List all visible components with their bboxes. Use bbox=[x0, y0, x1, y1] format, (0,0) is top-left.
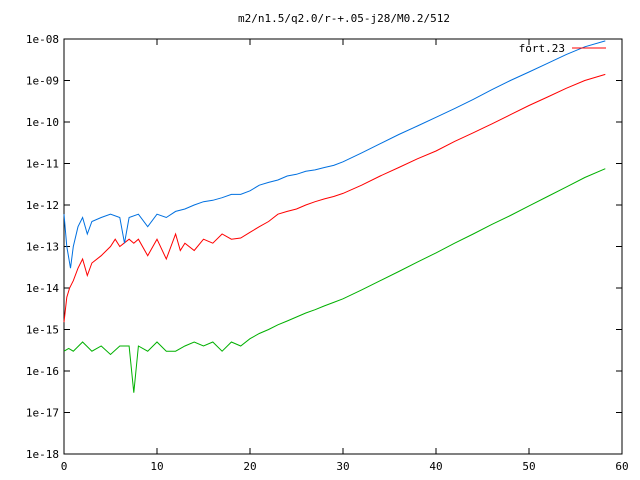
legend-label: fort.23 bbox=[519, 42, 565, 55]
y-tick-label: 1e-13 bbox=[26, 241, 59, 254]
y-tick-label: 1e-11 bbox=[26, 158, 59, 171]
y-tick-label: 1e-18 bbox=[26, 448, 59, 461]
x-tick-label: 0 bbox=[61, 460, 68, 473]
x-tick-label: 40 bbox=[429, 460, 442, 473]
series-line-3 bbox=[63, 168, 606, 393]
y-tick-label: 1e-10 bbox=[26, 116, 59, 129]
x-axis: 0 10 20 30 40 50 60 bbox=[61, 39, 629, 473]
x-tick-label: 30 bbox=[336, 460, 349, 473]
y-tick-label: 1e-14 bbox=[26, 282, 59, 295]
y-tick-label: 1e-17 bbox=[26, 407, 59, 420]
y-tick-label: 1e-09 bbox=[26, 75, 59, 88]
y-tick-label: 1e-15 bbox=[26, 324, 59, 337]
x-tick-label: 10 bbox=[150, 460, 163, 473]
legend: fort.23 bbox=[519, 42, 606, 55]
x-tick-label: 60 bbox=[615, 460, 628, 473]
x-tick-label: 50 bbox=[522, 460, 535, 473]
y-tick-label: 1e-08 bbox=[26, 33, 59, 46]
series-layer bbox=[63, 40, 606, 393]
y-tick-label: 1e-12 bbox=[26, 199, 59, 212]
series-line-2 bbox=[63, 40, 606, 269]
x-tick-label: 20 bbox=[243, 460, 256, 473]
y-axis: 1e-18 1e-17 1e-16 1e-15 1e-14 1e-13 1e-12 1e-11… bbox=[26, 33, 622, 461]
series-line-1 bbox=[63, 73, 606, 323]
chart-title: m2/n1.5/q2.0/r-+.05-j28/M0.2/512 bbox=[238, 12, 450, 25]
y-tick-label: 1e-16 bbox=[26, 365, 59, 378]
